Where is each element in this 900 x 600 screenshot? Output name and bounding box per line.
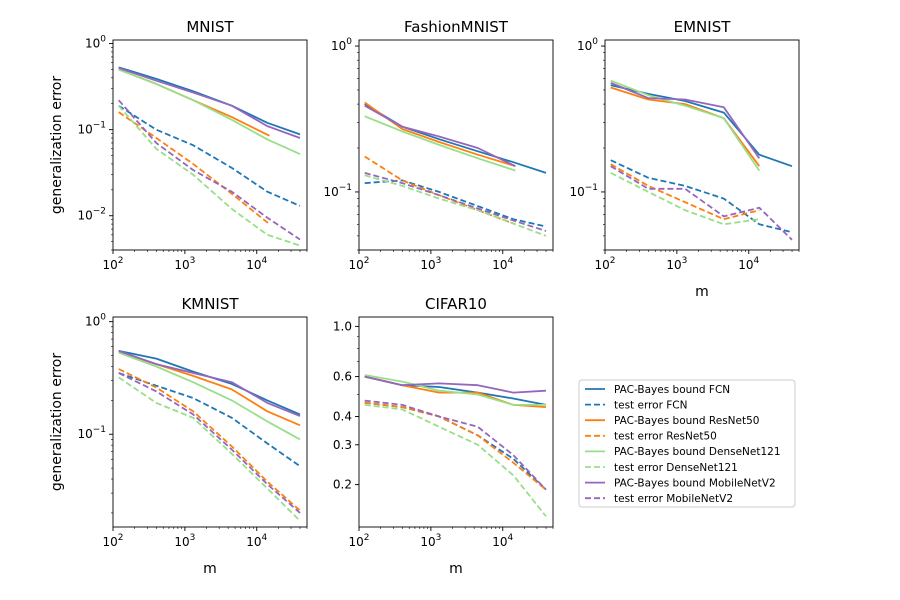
series-group xyxy=(118,350,301,522)
x-tick-label: 102 xyxy=(348,533,369,549)
y-tick-label: 10−2 xyxy=(77,207,106,223)
series-line-pac-bayes-bound-mobilenetv2 xyxy=(118,350,301,417)
series-line-pac-bayes-bound-densenet121 xyxy=(610,79,761,172)
legend: PAC-Bayes bound FCN test error FCN PAC-Bay… xyxy=(578,379,796,508)
legend-box xyxy=(578,379,796,508)
y-axis-label: generalization error xyxy=(49,353,65,491)
series-line-test-error-fcn xyxy=(610,159,793,234)
subplot-grid: 102 103 104 10−2 10−1 100 MNIST generalization … xyxy=(49,18,800,577)
x-axis-label: m xyxy=(449,561,463,577)
axes-frame xyxy=(358,39,554,251)
subplot-title: FashionMNIST xyxy=(404,18,509,36)
y-tick-label: 10−1 xyxy=(323,183,352,199)
y-axis-label: generalization error xyxy=(49,76,65,214)
series-group xyxy=(364,101,547,237)
series-line-test-error-densenet121 xyxy=(364,404,547,517)
y-tick-label: 10−1 xyxy=(569,183,598,199)
x-tick-label: 103 xyxy=(174,533,195,549)
subplot-cifar10: 102 103 104 0.2 0.3 0.4 0.6 1.0 CIFAR10 m xyxy=(333,295,554,577)
legend-entry-label: test error ResNet50 xyxy=(614,431,717,443)
series-line-test-error-resnet50 xyxy=(118,368,301,512)
x-tick-label: 104 xyxy=(738,256,759,272)
series-line-pac-bayes-bound-densenet121 xyxy=(364,374,546,406)
series-group xyxy=(364,374,547,517)
series-line-pac-bayes-bound-mobilenetv2 xyxy=(118,67,301,139)
legend-entry-label: test error MobileNetV2 xyxy=(614,493,733,505)
series-line-test-error-resnet50 xyxy=(364,401,547,491)
x-tick-label: 103 xyxy=(420,256,441,272)
series-line-test-error-densenet121 xyxy=(364,174,547,237)
subplot-fashionmnist: 102 103 104 10−1 100 FashionMNIST xyxy=(323,18,554,272)
series-line-pac-bayes-bound-fcn xyxy=(364,103,547,174)
series-line-pac-bayes-bound-resnet50 xyxy=(118,68,270,137)
series-line-test-error-densenet121 xyxy=(610,172,760,226)
series-line-pac-bayes-bound-mobilenetv2 xyxy=(364,104,516,168)
x-tick-label: 103 xyxy=(174,256,195,272)
x-tick-label: 102 xyxy=(348,256,369,272)
y-tick-label: 10−1 xyxy=(77,425,106,441)
series-line-pac-bayes-bound-fcn xyxy=(364,375,547,406)
x-tick-label: 104 xyxy=(246,256,267,272)
x-tick-label: 103 xyxy=(420,533,441,549)
series-line-test-error-densenet121 xyxy=(118,376,301,522)
series-line-pac-bayes-bound-densenet121 xyxy=(118,351,301,441)
x-tick-label: 103 xyxy=(666,256,687,272)
series-line-test-error-mobilenetv2 xyxy=(364,172,547,232)
legend-entry-label: PAC-Bayes bound ResNet50 xyxy=(614,415,759,427)
legend-entry-label: PAC-Bayes bound DenseNet121 xyxy=(614,446,781,458)
series-line-test-error-mobilenetv2 xyxy=(364,399,547,491)
series-line-pac-bayes-bound-fcn xyxy=(610,84,793,168)
y-tick-label: 100 xyxy=(85,35,106,51)
subplot-kmnist: 102 103 104 10−1 100 KMNIST m generalization er… xyxy=(49,295,308,577)
series-line-test-error-fcn xyxy=(118,104,301,207)
series-line-test-error-fcn xyxy=(118,372,301,467)
x-axis-label: m xyxy=(203,561,217,577)
series-line-test-error-mobilenetv2 xyxy=(118,99,301,241)
series-line-pac-bayes-bound-densenet121 xyxy=(364,115,516,172)
series-line-test-error-resnet50 xyxy=(364,155,516,226)
series-line-test-error-mobilenetv2 xyxy=(118,372,301,514)
legend-entry-label: PAC-Bayes bound FCN xyxy=(614,384,730,396)
x-tick-label: 104 xyxy=(492,256,513,272)
x-tick-label: 102 xyxy=(102,533,123,549)
subplot-title: CIFAR10 xyxy=(425,295,487,313)
y-tick-label: 100 xyxy=(577,37,598,53)
x-tick-label: 102 xyxy=(102,256,123,272)
x-axis-label: m xyxy=(695,284,709,300)
y-tick-label: 0.3 xyxy=(333,438,352,452)
axes-frame xyxy=(112,39,308,251)
subplot-title: EMNIST xyxy=(674,18,732,36)
axes-frame xyxy=(604,39,800,251)
axes-frame xyxy=(358,316,554,528)
y-tick-label: 100 xyxy=(85,313,106,329)
subplot-title: KMNIST xyxy=(181,295,239,313)
series-group xyxy=(118,66,301,247)
legend-entry-label: test error DenseNet121 xyxy=(614,462,738,474)
y-tick-label: 100 xyxy=(331,37,352,53)
y-tick-label: 1.0 xyxy=(333,319,352,333)
series-line-test-error-fcn xyxy=(364,401,547,491)
x-tick-label: 104 xyxy=(246,533,267,549)
series-line-pac-bayes-bound-densenet121 xyxy=(118,68,301,155)
series-group xyxy=(610,79,793,241)
y-tick-label: 0.6 xyxy=(333,370,352,384)
series-line-test-error-resnet50 xyxy=(610,163,760,221)
legend-entry-label: PAC-Bayes bound MobileNetV2 xyxy=(614,477,776,489)
subplot-emnist: 102 103 104 10−1 100 EMNIST m xyxy=(569,18,800,300)
series-line-pac-bayes-bound-mobilenetv2 xyxy=(364,375,547,394)
series-line-test-error-mobilenetv2 xyxy=(610,165,793,241)
x-tick-label: 102 xyxy=(594,256,615,272)
subplot-mnist: 102 103 104 10−2 10−1 100 MNIST generalization … xyxy=(49,18,308,272)
y-tick-label: 0.2 xyxy=(333,478,352,492)
axes-frame xyxy=(112,316,308,528)
y-tick-label: 0.4 xyxy=(333,409,352,423)
y-tick-label: 10−1 xyxy=(77,121,106,137)
legend-entry-label: test error FCN xyxy=(614,399,688,411)
x-tick-label: 104 xyxy=(492,533,513,549)
subplot-title: MNIST xyxy=(186,18,234,36)
series-line-test-error-densenet121 xyxy=(118,105,301,247)
series-line-pac-bayes-bound-mobilenetv2 xyxy=(610,81,761,159)
